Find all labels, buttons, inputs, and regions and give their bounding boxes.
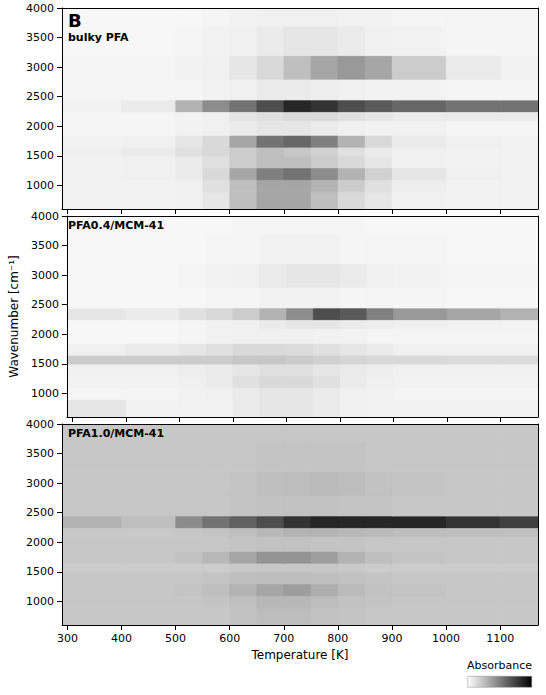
svg-text:500: 500: [165, 632, 186, 645]
svg-text:2000: 2000: [31, 328, 59, 341]
svg-text:3500: 3500: [26, 447, 54, 460]
svg-text:700: 700: [273, 632, 294, 645]
svg-text:3500: 3500: [26, 31, 54, 44]
svg-text:Temperature [K]: Temperature [K]: [250, 648, 348, 662]
svg-text:2000: 2000: [26, 536, 54, 549]
svg-text:1500: 1500: [26, 565, 54, 578]
svg-text:1500: 1500: [31, 357, 59, 370]
svg-text:2500: 2500: [26, 506, 54, 519]
svg-text:Wavenumber [cm⁻¹]: Wavenumber [cm⁻¹]: [7, 255, 21, 377]
svg-text:PFA0.4/MCM-41: PFA0.4/MCM-41: [68, 219, 164, 232]
svg-text:4000: 4000: [31, 210, 59, 223]
svg-text:1000: 1000: [31, 387, 59, 400]
svg-text:3000: 3000: [31, 269, 59, 282]
svg-text:4000: 4000: [26, 2, 54, 15]
svg-text:900: 900: [381, 632, 402, 645]
svg-text:400: 400: [111, 632, 132, 645]
svg-text:1100: 1100: [486, 632, 514, 645]
svg-text:bulky PFA: bulky PFA: [68, 31, 129, 44]
svg-text:4000: 4000: [26, 418, 54, 431]
svg-text:300: 300: [57, 632, 78, 645]
svg-text:Absorbance: Absorbance: [467, 659, 532, 672]
svg-text:3000: 3000: [26, 61, 54, 74]
svg-text:600: 600: [219, 632, 240, 645]
svg-text:1000: 1000: [26, 595, 54, 608]
svg-text:PFA1.0/MCM-41: PFA1.0/MCM-41: [68, 427, 164, 440]
svg-text:2500: 2500: [31, 298, 59, 311]
svg-text:3500: 3500: [31, 239, 59, 252]
svg-text:1000: 1000: [432, 632, 460, 645]
svg-text:800: 800: [327, 632, 348, 645]
svg-text:2000: 2000: [26, 120, 54, 133]
svg-text:3000: 3000: [26, 477, 54, 490]
svg-text:B: B: [68, 10, 82, 31]
svg-text:1000: 1000: [26, 179, 54, 192]
svg-text:1500: 1500: [26, 149, 54, 162]
svg-text:2500: 2500: [26, 90, 54, 103]
